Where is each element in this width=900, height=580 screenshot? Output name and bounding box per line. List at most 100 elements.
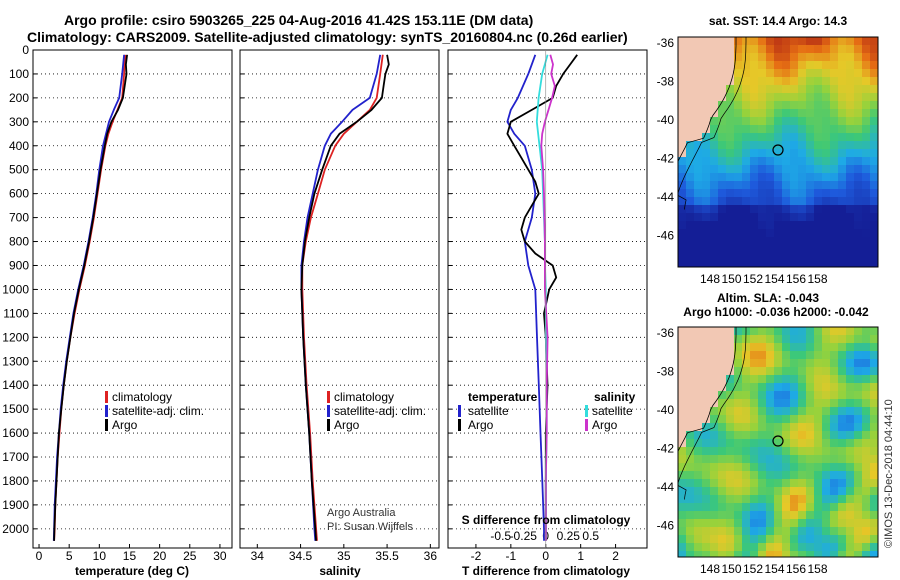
sla-pixel xyxy=(782,471,790,479)
sst-pixel xyxy=(734,149,742,157)
sst-pixel xyxy=(846,165,854,173)
sla-pixel xyxy=(782,367,790,375)
sst-pixel xyxy=(734,85,742,93)
longitude-tick-label: 154 xyxy=(764,272,784,286)
sla-pixel xyxy=(750,447,758,455)
sst-pixel xyxy=(750,205,758,213)
sla-pixel xyxy=(862,391,870,399)
sst-pixel xyxy=(814,61,822,69)
sst-pixel xyxy=(742,181,750,189)
sla-pixel xyxy=(814,519,822,527)
sst-pixel xyxy=(838,61,846,69)
sla-pixel xyxy=(774,487,782,495)
sst-pixel xyxy=(734,205,742,213)
sla-pixel xyxy=(870,455,878,463)
sst-pixel xyxy=(686,125,694,133)
sla-pixel xyxy=(742,423,750,431)
sst-pixel xyxy=(782,149,790,157)
sla-pixel xyxy=(718,511,726,519)
sst-pixel xyxy=(854,237,862,245)
sla-pixel xyxy=(822,535,830,543)
sla-pixel xyxy=(686,447,694,455)
sla-pixel xyxy=(838,439,846,447)
sla-pixel xyxy=(750,463,758,471)
sst-pixel xyxy=(854,229,862,237)
sla-pixel xyxy=(814,391,822,399)
sla-pixel xyxy=(870,519,878,527)
sst-pixel xyxy=(806,245,814,253)
sst-pixel xyxy=(750,85,758,93)
sla-pixel xyxy=(798,407,806,415)
sst-pixel xyxy=(798,93,806,101)
sst-pixel xyxy=(702,37,710,45)
sla-pixel xyxy=(846,511,854,519)
sst-pixel xyxy=(846,149,854,157)
sla-pixel xyxy=(870,479,878,487)
sla-pixel xyxy=(774,383,782,391)
sla-pixel xyxy=(830,423,838,431)
sst-pixel xyxy=(726,53,734,61)
sst-pixel xyxy=(798,253,806,261)
sst-pixel xyxy=(742,53,750,61)
sla-pixel xyxy=(694,511,702,519)
sla-pixel xyxy=(726,423,734,431)
sla-pixel xyxy=(686,455,694,463)
sla-pixel xyxy=(782,511,790,519)
sla-pixel xyxy=(822,335,830,343)
sst-pixel xyxy=(782,189,790,197)
sst-pixel xyxy=(726,189,734,197)
sla-pixel xyxy=(782,423,790,431)
sla-pixel xyxy=(838,479,846,487)
sla-pixel xyxy=(798,399,806,407)
sla-pixel xyxy=(846,455,854,463)
sla-pixel xyxy=(822,399,830,407)
sla-pixel xyxy=(710,527,718,535)
sst-pixel xyxy=(686,69,694,77)
sst-pixel xyxy=(726,61,734,69)
sst-pixel xyxy=(846,237,854,245)
sst-pixel xyxy=(686,261,694,267)
sla-pixel xyxy=(870,447,878,455)
sla-pixel xyxy=(838,423,846,431)
sla-pixel xyxy=(790,527,798,535)
sst-pixel xyxy=(718,125,726,133)
x-tick-label: 1 xyxy=(577,549,584,563)
sst-pixel xyxy=(742,109,750,117)
sst-pixel xyxy=(726,261,734,267)
sla-pixel xyxy=(702,535,710,543)
sla-pixel xyxy=(766,391,774,399)
sst-pixel xyxy=(702,245,710,253)
sla-pixel xyxy=(694,399,702,407)
sla-pixel xyxy=(846,335,854,343)
sst-pixel xyxy=(846,53,854,61)
sla-pixel xyxy=(822,447,830,455)
sla-pixel xyxy=(790,487,798,495)
sst-pixel xyxy=(726,133,734,141)
sla-pixel xyxy=(830,519,838,527)
sla-pixel xyxy=(758,519,766,527)
sla-pixel xyxy=(846,439,854,447)
sst-pixel xyxy=(798,197,806,205)
sst-pixel xyxy=(870,53,878,61)
sst-pixel xyxy=(774,61,782,69)
sla-pixel xyxy=(806,423,814,431)
sst-pixel xyxy=(822,181,830,189)
sla-pixel xyxy=(830,383,838,391)
sst-pixel xyxy=(870,237,878,245)
sla-pixel xyxy=(790,439,798,447)
pressure-tick-label: 1800 xyxy=(2,474,29,488)
sst-pixel xyxy=(702,53,710,61)
legend-label-satellite: satellite-adj. clim. xyxy=(334,404,426,418)
sst-pixel xyxy=(838,141,846,149)
sst-pixel xyxy=(702,69,710,77)
sla-pixel xyxy=(678,543,686,551)
sla-pixel xyxy=(862,495,870,503)
sla-pixel xyxy=(798,503,806,511)
sst-pixel xyxy=(830,165,838,173)
sst-pixel xyxy=(766,53,774,61)
sla-pixel xyxy=(854,391,862,399)
sla-pixel xyxy=(814,487,822,495)
sst-pixel xyxy=(830,53,838,61)
sst-pixel xyxy=(726,85,734,93)
sla-pixel xyxy=(678,399,686,407)
